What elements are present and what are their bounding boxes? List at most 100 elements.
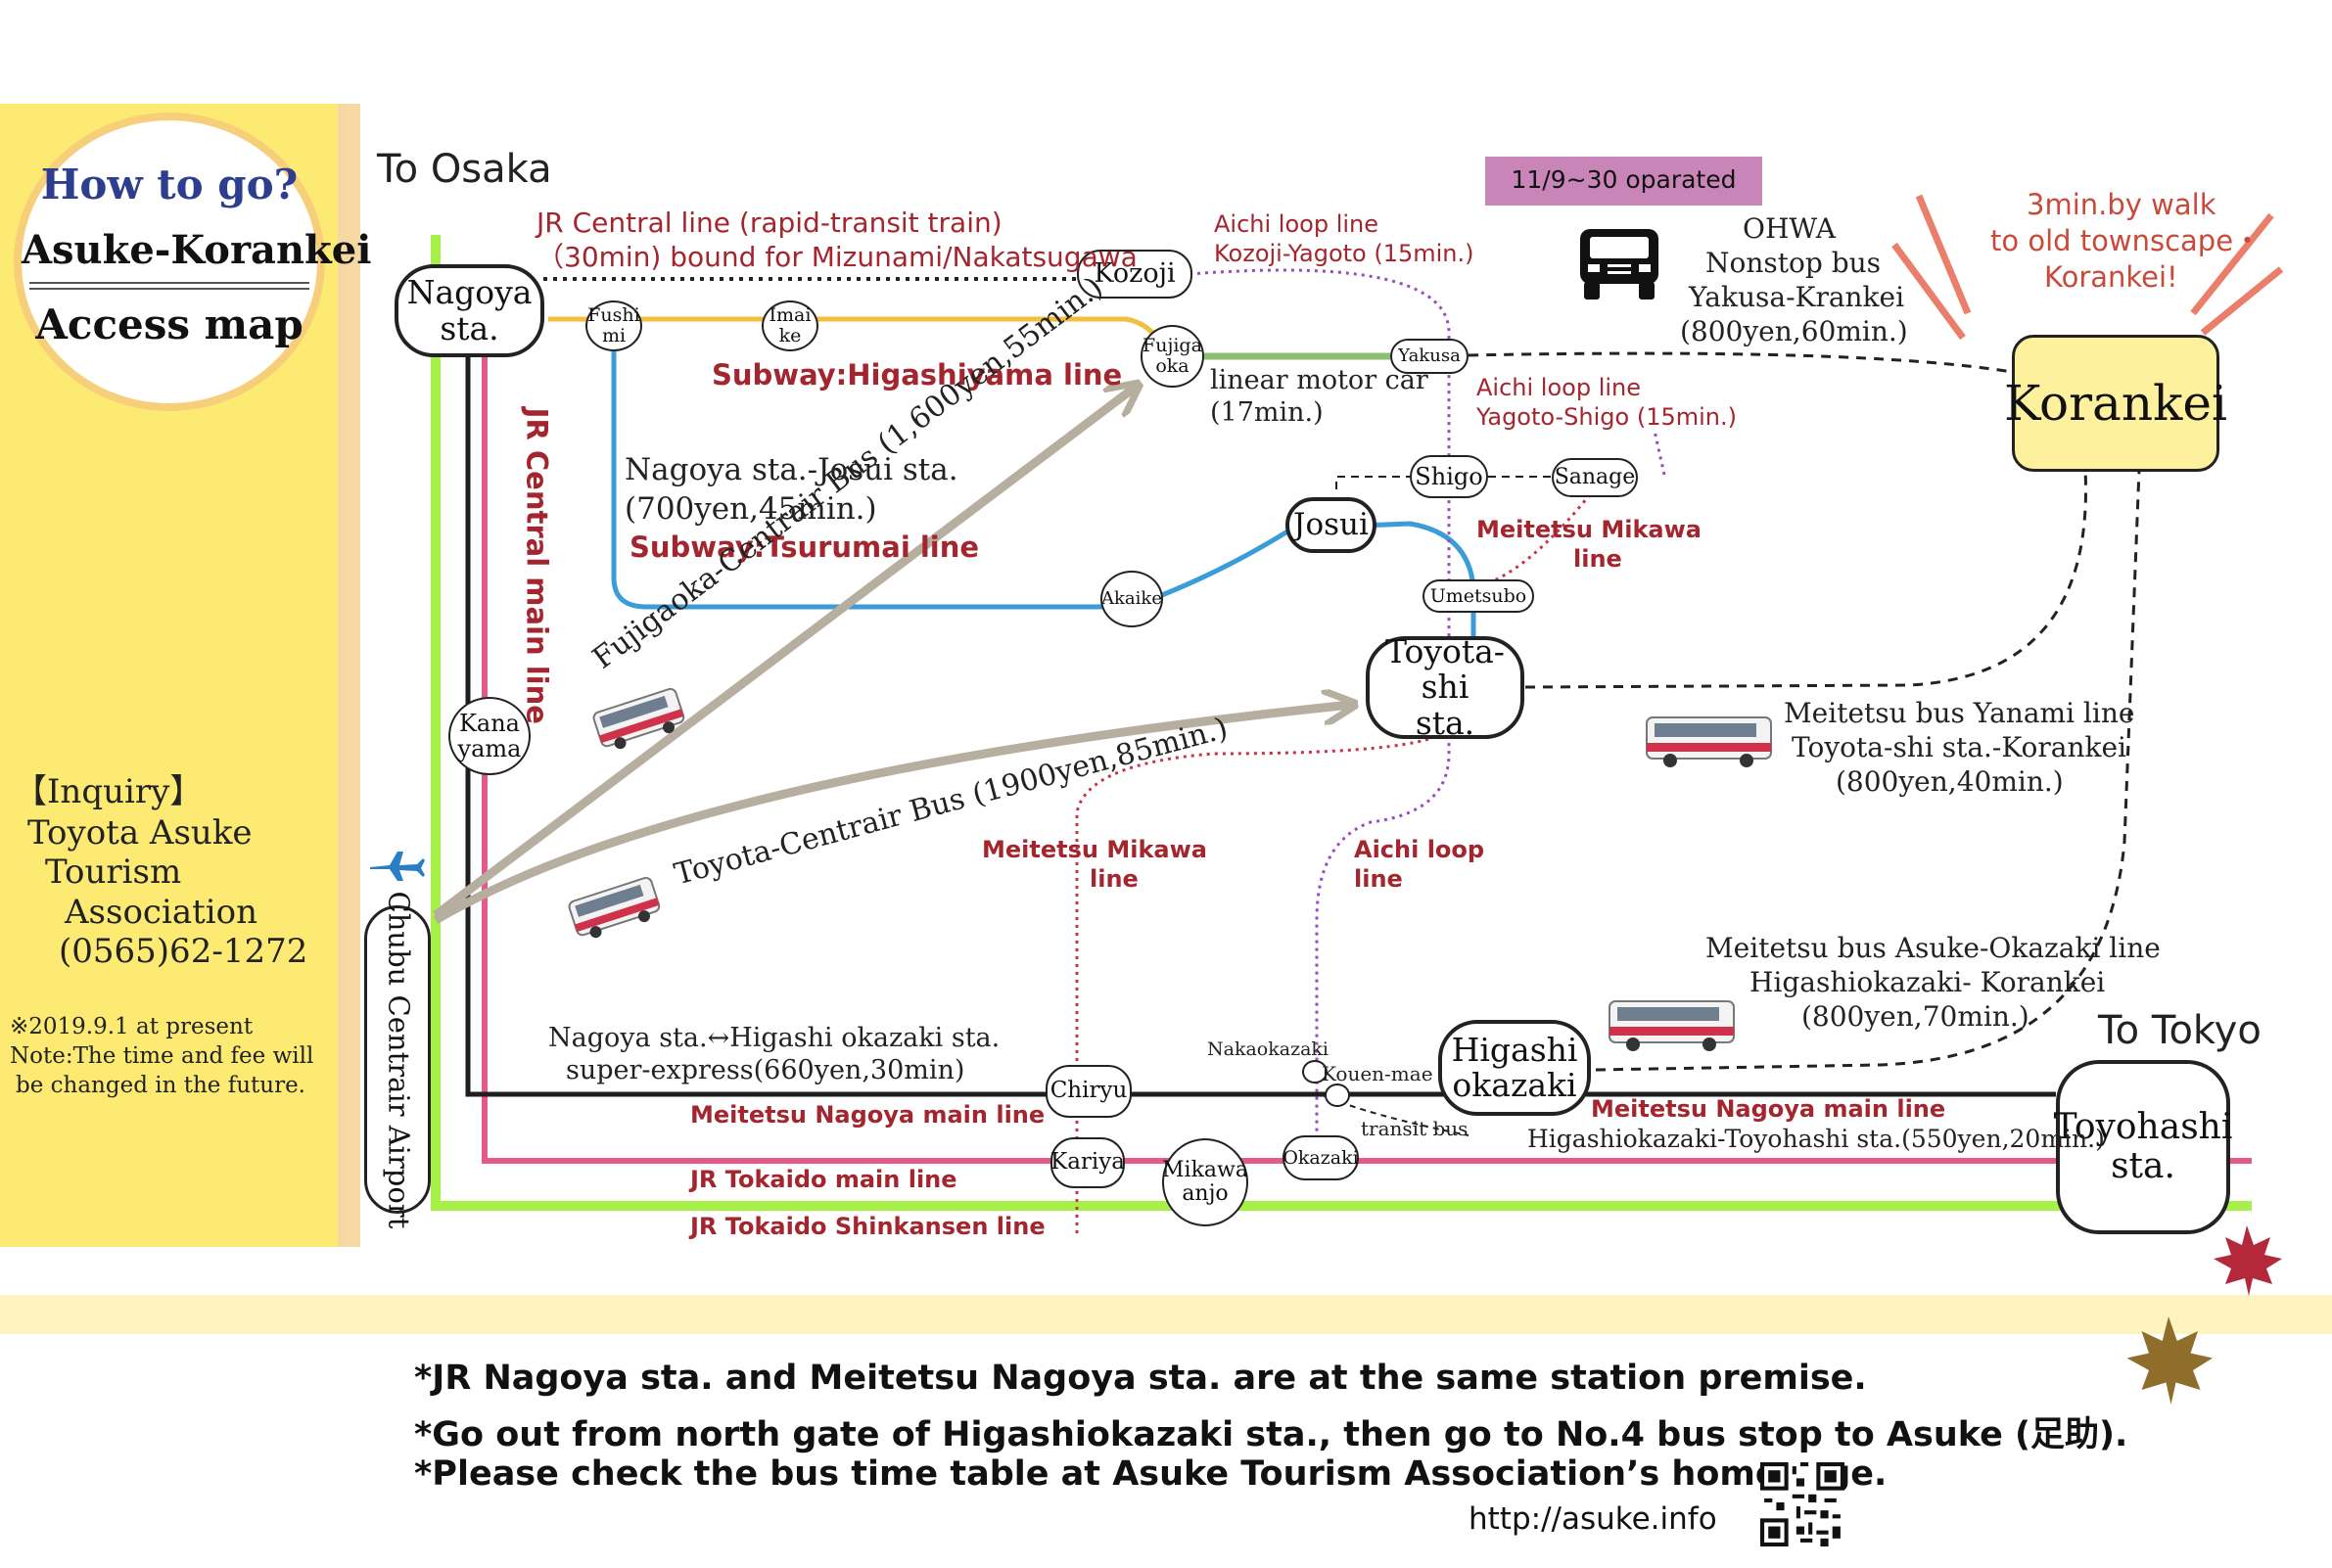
station-higashiokazaki-suffix: okazaki [1452, 1066, 1577, 1104]
jr-tokaido-main-line [482, 352, 2252, 1164]
station-kozoji[interactable]: Kozoji [1077, 250, 1192, 299]
inquiry-org-3: Association [65, 893, 258, 932]
station-fujigaoka[interactable]: Fujiga oka [1141, 325, 1204, 388]
jr-central-rapid-line-2: （30min) bound for Mizunami/Nakatsugawa [536, 241, 1138, 273]
maple-leaf-icon [2214, 1225, 2282, 1296]
ohwa-line-1: OHWA [1743, 212, 1836, 245]
station-josui[interactable]: Josui [1285, 497, 1376, 553]
station-korankei[interactable]: Korankei [2004, 335, 2227, 472]
meitetsu-mikawa-line [1075, 723, 1451, 1233]
disclaimer-line-2: Note:The time and fee will [10, 1043, 314, 1069]
bus-icon [1646, 716, 1772, 767]
inquiry-phone: (0565)62-1272 [59, 932, 308, 971]
walk-line-1: 3min.by walk [2027, 188, 2216, 221]
meitetsu-mikawa-upper-2: line [1573, 545, 1622, 573]
asuke-okazaki-2: Higashiokazaki- Korankei [1749, 966, 2106, 998]
footer-note-1: *JR Nagoya sta. and Meitetsu Nagoya sta.… [414, 1359, 1867, 1398]
station-sanage[interactable]: Sanage [1552, 458, 1638, 497]
asuke-okazaki-3: (800yen,70min.) [1801, 1000, 2029, 1033]
meitetsu-mikawa-lower-1: Meitetsu Mikawa [982, 836, 1207, 863]
ohwa-line-3: Yakusa-Krankei [1689, 281, 1905, 313]
toyota-centrair-bus-route [433, 705, 1351, 924]
station-yakusa[interactable]: Yakusa [1390, 339, 1469, 374]
station-kanayama[interactable]: Kana yama [448, 697, 531, 775]
title-access-map: Access map [35, 300, 303, 348]
superexpress-1: Nagoya sta.↔Higashi okazaki sta. [548, 1023, 1001, 1053]
title-how-to-go: How to go? [40, 161, 299, 208]
title-badge: How to go? Asuke-Korankei Access map [14, 113, 372, 411]
station-nagoya-suffix: sta. [440, 308, 499, 347]
station-toyotashi-name: Toyota-shi [1385, 632, 1505, 707]
to-osaka-label: To Osaka [377, 147, 552, 192]
station-nagoya-name: Nagoya [406, 273, 533, 312]
linear-label-2: (17min.) [1210, 397, 1324, 428]
inquiry-org-1: Toyota Asuke [27, 813, 253, 853]
ohwa-bus-dashed [1468, 351, 2013, 374]
ohwa-line-2: Nonstop bus [1705, 247, 1882, 279]
station-fushimi[interactable]: Fushi mi [585, 300, 642, 351]
to-tokyo-label: To Tokyo [2098, 1008, 2262, 1053]
station-toyohashi-name: Toyohashi [2053, 1107, 2233, 1148]
aichi-loop-yagoto-line [1653, 430, 1666, 476]
walk-rays [1891, 194, 2284, 341]
station-umetsubo[interactable]: Umetsubo [1423, 579, 1534, 613]
station-kanayama-name-1: Kana [458, 709, 520, 737]
jr-shinkansen-line [431, 235, 2252, 1211]
station-toyohashi[interactable]: Toyohashi sta. [2053, 1060, 2233, 1234]
disclaimer-line-3: be changed in the future. [16, 1073, 305, 1098]
aichi-loop-lower-2: line [1354, 865, 1403, 893]
station-chubu-centrair-airport[interactable]: Chubu Centrair Airport [364, 891, 431, 1228]
aichi-loop-kozoji-2: Kozoji-Yagoto (15min.) [1214, 240, 1474, 267]
station-higashiokazaki-name: Higashi [1451, 1030, 1578, 1069]
inquiry-org-2: Tourism [45, 853, 182, 892]
meitetsu-mikawa-upper-1: Meitetsu Mikawa [1476, 516, 1702, 543]
station-toyohashi-suffix: sta. [2111, 1146, 2175, 1186]
station-okazaki[interactable]: Okazaki [1283, 1135, 1359, 1180]
asuke-okazaki-1: Meitetsu bus Asuke-Okazaki line [1705, 932, 2161, 964]
station-airport-name: Chubu Centrair Airport [381, 891, 415, 1228]
tsurumai-fare-2: (700yen,45min.) [625, 491, 877, 527]
fujigaoka-centrair-bus-route [433, 387, 1136, 919]
station-mikawaanjo-name-1: Mikawa [1162, 1157, 1248, 1182]
jr-central-main-label: JR Central main line [520, 407, 554, 724]
station-higashiokazaki[interactable]: Higashi okazaki [1438, 1020, 1591, 1116]
station-akaike[interactable]: Akaike [1100, 571, 1163, 627]
tsurumai-fare-1: Nagoya sta.-Josui sta. [625, 452, 958, 487]
title-asuke-korankei: Asuke-Korankei [22, 227, 372, 273]
higashiokazaki-toyohashi-label: Higashiokazaki-Toyohashi sta.(550yen,20m… [1527, 1125, 2105, 1153]
qr-code-icon [1760, 1462, 1844, 1546]
station-kouenmae-label: Kouen-mae [1322, 1062, 1433, 1085]
homepage-url[interactable]: http://asuke.info [1469, 1501, 1717, 1537]
aichi-loop-yagoto-1: Aichi loop line [1476, 374, 1641, 401]
left-panel-stripe [338, 104, 360, 1247]
station-mikawaanjo[interactable]: Mikawa anjo [1162, 1138, 1248, 1226]
yanami-2: Toyota-shi sta.-Korankei [1792, 731, 2127, 763]
station-nakaokazaki-dot[interactable] [1302, 1060, 1328, 1084]
inquiry-heading: 【Inquiry】 [14, 772, 204, 811]
walk-line-2: to old townscape・ [1990, 224, 2262, 257]
footer-note-3: *Please check the bus time table at Asuk… [414, 1454, 1888, 1494]
bus-icon [568, 876, 661, 939]
yanami-bus-dashed [1524, 469, 2087, 689]
station-toyotashi[interactable]: Toyota-shi sta. [1366, 632, 1524, 740]
ohwa-line-4: (800yen,60min.) [1680, 315, 1908, 347]
station-nakaokazaki-label: Nakaokazaki [1207, 1038, 1329, 1060]
walk-line-3: Korankei! [2044, 260, 2178, 294]
station-imaike[interactable]: Imai ke [762, 300, 818, 351]
station-chiryu[interactable]: Chiryu [1046, 1065, 1132, 1118]
transit-bus-label: transit bus [1361, 1117, 1469, 1140]
station-fushimi-name-2: mi [601, 325, 627, 346]
station-kouenmae-dot[interactable] [1325, 1084, 1350, 1107]
station-nagoya[interactable]: Nagoya sta. [395, 264, 544, 357]
bottom-band [0, 1295, 2332, 1334]
aichi-loop-kozoji-1: Aichi loop line [1214, 210, 1378, 238]
meitetsu-nagoya-main-left: Meitetsu Nagoya main line [690, 1101, 1046, 1129]
bus-icon [1609, 1000, 1735, 1051]
station-fujigaoka-name-2: oka [1155, 355, 1189, 377]
station-fujigaoka-name-1: Fujiga [1143, 335, 1202, 357]
station-shigo[interactable]: Shigo [1410, 455, 1488, 498]
station-kariya[interactable]: Kariya [1050, 1137, 1125, 1188]
subway-higashiyama-label: Subway:Higashiyama line [712, 358, 1123, 392]
notice-label: 11/9∼30 oparated [1511, 165, 1737, 194]
